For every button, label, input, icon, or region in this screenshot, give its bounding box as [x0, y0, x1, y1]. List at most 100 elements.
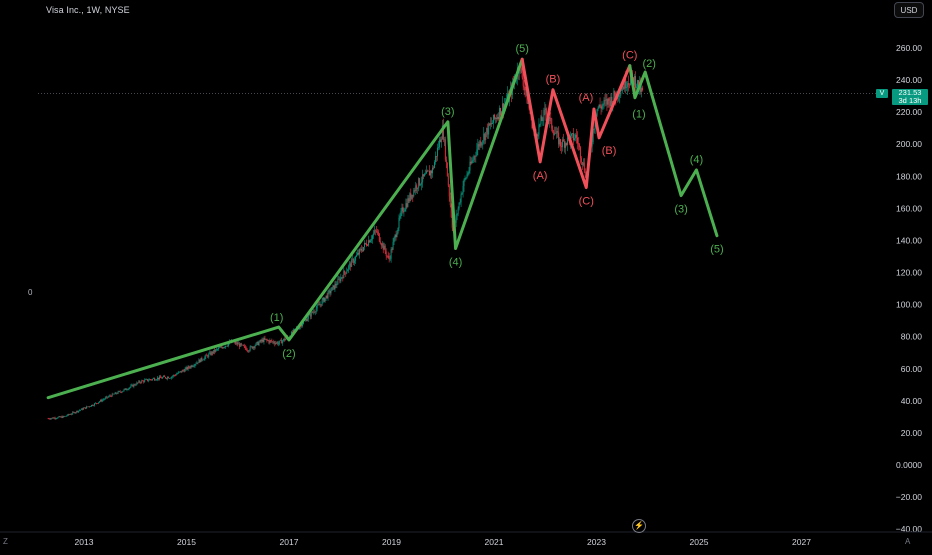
candle-body — [97, 402, 99, 404]
candle-body — [332, 285, 334, 288]
candle-body — [412, 194, 414, 197]
candle-body — [636, 86, 637, 88]
candle-body — [110, 395, 112, 397]
candle-body — [600, 106, 602, 109]
candle-body — [187, 366, 189, 370]
candle-body — [139, 381, 141, 383]
candle-body — [411, 194, 413, 199]
candle-body — [456, 214, 458, 215]
candle-body — [382, 243, 384, 250]
candle-body — [580, 158, 582, 162]
candle-body — [613, 91, 615, 102]
candle-body — [120, 391, 122, 393]
candle-body — [224, 347, 225, 348]
candle-body — [172, 375, 174, 377]
candle-body — [390, 249, 392, 259]
candle-body — [641, 87, 643, 91]
candle-body — [122, 390, 124, 392]
candle-body — [356, 255, 358, 257]
candle-body — [497, 116, 498, 119]
candle-body — [477, 144, 479, 150]
candle-body — [375, 230, 377, 232]
candle-body — [487, 127, 489, 135]
candle-body — [435, 156, 436, 162]
candle-body — [350, 263, 352, 268]
candle-body — [325, 295, 327, 298]
candle-body — [378, 233, 380, 242]
candle-body — [145, 379, 147, 381]
candle-body — [52, 417, 54, 419]
auto-scale-toggle[interactable]: A — [905, 537, 911, 546]
candle-body — [409, 193, 411, 202]
candle-body — [57, 417, 59, 419]
candle-body — [592, 130, 594, 143]
candle-body — [610, 96, 612, 107]
candle-body — [380, 243, 382, 246]
candle-body — [609, 100, 611, 107]
candle-body — [614, 91, 616, 97]
candle-body — [481, 143, 483, 146]
candle-body — [203, 359, 205, 361]
candle-body — [94, 402, 96, 404]
candle-body — [385, 251, 387, 256]
candle-body — [428, 170, 430, 172]
candle-body — [457, 208, 459, 215]
candle-body — [484, 133, 486, 141]
candle-body — [577, 143, 579, 145]
candle-body — [450, 205, 452, 217]
candle-body — [353, 259, 355, 263]
x-tick-label: 2013 — [75, 537, 94, 547]
currency-button[interactable]: USD — [894, 2, 924, 18]
candle-body — [116, 393, 118, 395]
last-price-tag: 231.53 3d 13h — [892, 89, 928, 105]
candle-body — [607, 98, 609, 105]
candle-body — [560, 139, 562, 147]
lightning-icon[interactable]: ⚡ — [632, 519, 646, 533]
candle-body — [634, 76, 635, 85]
candle-body — [132, 384, 134, 387]
candle-body — [470, 161, 472, 164]
candle-body — [74, 412, 76, 414]
candle-body — [539, 123, 541, 125]
candle-body — [503, 103, 504, 112]
candle-body — [359, 249, 361, 255]
candle-body — [129, 387, 131, 388]
candle-body — [96, 403, 98, 404]
x-tick-label: 2017 — [280, 537, 299, 547]
candle-body — [555, 133, 557, 134]
candle-body — [126, 389, 128, 391]
x-tick-label: 2027 — [792, 537, 811, 547]
candle-body — [260, 340, 262, 342]
candle-body — [436, 147, 438, 157]
candle-body — [320, 304, 322, 306]
candle-body — [121, 391, 123, 393]
candle-body — [365, 243, 366, 244]
candle-body — [424, 174, 426, 177]
chart-title: Visa Inc., 1W, NYSE — [46, 5, 130, 15]
candle-body — [343, 270, 345, 279]
candle-body — [75, 412, 77, 414]
candle-body — [482, 140, 484, 144]
candle-body — [270, 340, 272, 341]
candle-body — [158, 377, 159, 380]
wave-label: (B) — [602, 145, 617, 157]
candle-body — [459, 202, 461, 203]
candle-body — [383, 245, 385, 250]
candle-body — [426, 170, 428, 174]
candle-body — [242, 344, 244, 346]
candle-body — [572, 133, 574, 141]
candle-body — [322, 297, 324, 301]
candle-body — [243, 345, 245, 347]
candle-body — [262, 339, 264, 342]
candle-body — [576, 137, 578, 144]
candle-body — [435, 156, 437, 157]
candle-body — [273, 341, 275, 343]
candle-body — [208, 353, 210, 357]
candle-body — [92, 404, 93, 406]
candle-body — [285, 338, 287, 341]
candle-body — [420, 184, 422, 186]
timezone-toggle[interactable]: Z — [3, 537, 8, 546]
candle-body — [207, 355, 209, 357]
candle-body — [326, 295, 328, 299]
